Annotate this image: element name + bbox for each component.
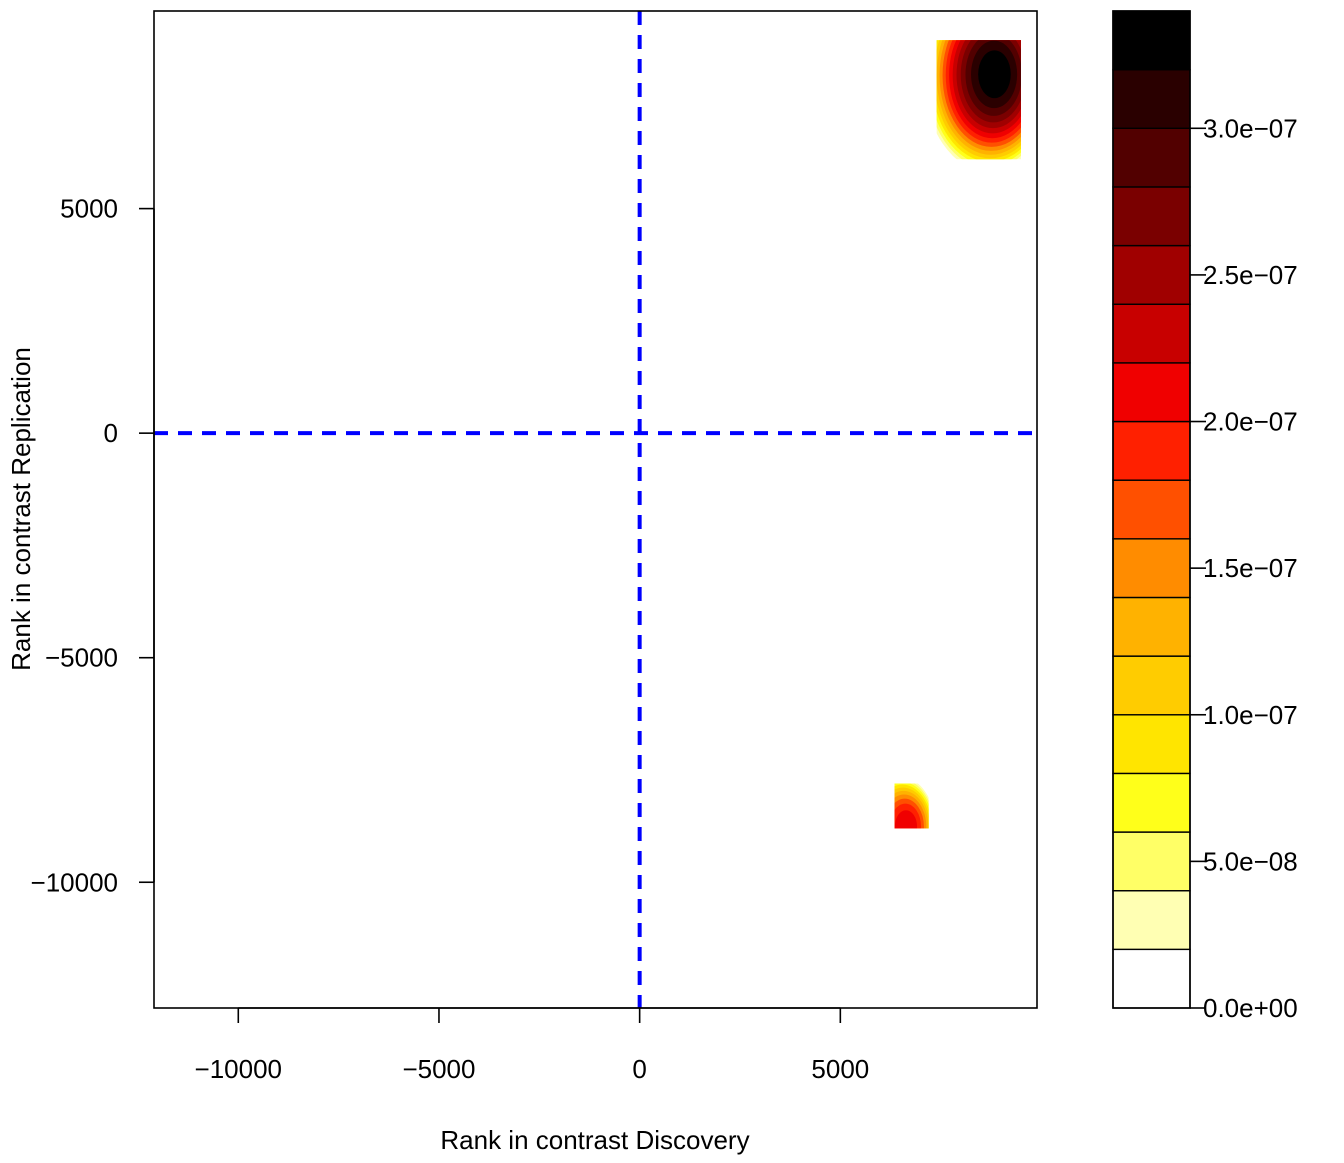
x-tick-label: 0 <box>632 1054 646 1084</box>
y-tick-label: 0 <box>104 418 118 448</box>
colorbar-swatch <box>1112 948 1191 1009</box>
plot-area <box>153 10 1038 1009</box>
density-contour-band <box>894 810 918 829</box>
colorbar-swatch <box>1112 538 1191 599</box>
colorbar-swatch <box>1112 890 1191 951</box>
plot-frame <box>153 10 1038 1009</box>
y-tick-label: −10000 <box>31 867 118 897</box>
colorbar-swatch <box>1112 10 1191 71</box>
colorbar-frame <box>1112 10 1191 1009</box>
colorbar-swatch <box>1112 831 1191 892</box>
density-blobs <box>894 40 1021 829</box>
colorbar-swatch <box>1112 596 1191 657</box>
x-axis: −10000 −5000 0 5000 <box>195 1007 869 1084</box>
y-tick-label: −5000 <box>45 643 118 673</box>
x-tick-label: −5000 <box>402 1054 475 1084</box>
colorbar-tick-label: 5.0e−08 <box>1203 846 1298 876</box>
x-tick-label: 5000 <box>811 1054 869 1084</box>
colorbar-tick-label: 3.0e−07 <box>1203 113 1298 143</box>
colorbar-swatch <box>1112 420 1191 481</box>
density-blob <box>936 40 1021 160</box>
colorbar-swatch <box>1112 772 1191 833</box>
reference-lines <box>154 11 1037 1008</box>
x-axis-title: Rank in contrast Discovery <box>440 1125 749 1155</box>
colorbar-tick-label: 2.5e−07 <box>1203 260 1298 290</box>
colorbar-swatch <box>1112 303 1191 364</box>
colorbar-swatch <box>1112 655 1191 716</box>
density-blob <box>894 783 929 829</box>
y-tick-label: 5000 <box>60 194 118 224</box>
colorbar-swatch <box>1112 714 1191 775</box>
colorbar-swatch <box>1112 362 1191 423</box>
colorbar-swatch <box>1112 186 1191 247</box>
colorbar-tick-label: 2.0e−07 <box>1203 407 1298 437</box>
density-contour-band <box>978 50 1011 99</box>
y-axis-title: Rank in contrast Replication <box>6 347 36 671</box>
colorbar-swatch <box>1112 479 1191 540</box>
colorbar-tick-label: 0.0e+00 <box>1203 993 1298 1023</box>
colorbar: 0.0e+00 5.0e−08 1.0e−07 1.5e−07 2.0e−07 2.5e−… <box>1112 10 1298 1023</box>
colorbar-tick-label: 1.0e−07 <box>1203 700 1298 730</box>
colorbar-swatch <box>1112 68 1191 129</box>
x-tick-label: −10000 <box>195 1054 282 1084</box>
y-axis: −10000 −5000 0 5000 <box>31 194 155 897</box>
colorbar-swatch <box>1112 244 1191 305</box>
colorbar-swatch <box>1112 127 1191 188</box>
colorbar-tick-label: 1.5e−07 <box>1203 553 1298 583</box>
